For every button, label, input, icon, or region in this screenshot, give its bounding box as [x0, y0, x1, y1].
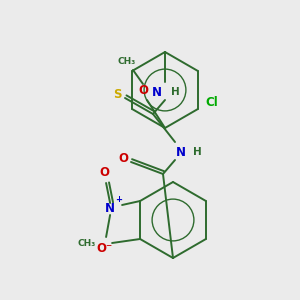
Text: CH₃: CH₃ — [118, 58, 136, 67]
Text: O: O — [118, 152, 128, 166]
Text: N: N — [176, 146, 186, 158]
Text: N: N — [152, 85, 162, 98]
Text: CH₃: CH₃ — [78, 238, 96, 247]
Text: S: S — [113, 88, 121, 100]
Text: +: + — [116, 196, 123, 205]
Text: H: H — [171, 87, 179, 97]
Text: O: O — [138, 83, 148, 97]
Text: O: O — [99, 167, 109, 179]
Text: N: N — [105, 202, 115, 215]
Text: H: H — [193, 147, 201, 157]
Text: O⁻: O⁻ — [96, 242, 112, 256]
Text: Cl: Cl — [206, 97, 218, 110]
